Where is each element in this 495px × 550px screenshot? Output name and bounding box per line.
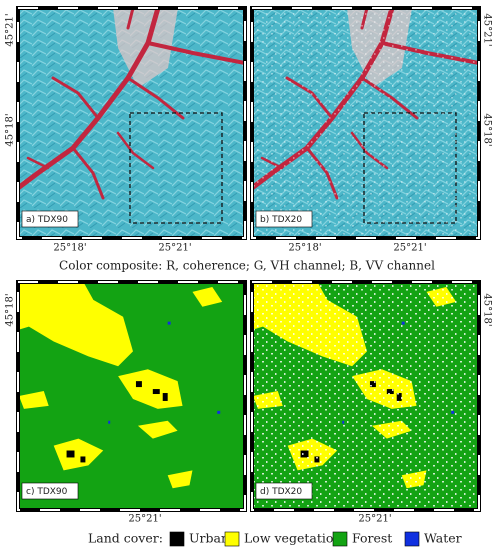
lon-label: 25°21': [128, 514, 161, 525]
caption: Color composite: R, coherence; G, VH cha…: [59, 259, 435, 273]
lon-label: 25°21': [393, 243, 426, 254]
lat-label: 45°18': [5, 293, 16, 326]
panel-label: b) TDX20: [260, 215, 302, 225]
lat-label: 45°21': [5, 13, 16, 46]
lat-label: 45°21': [482, 13, 493, 46]
lon-label: 25°21': [158, 243, 191, 254]
panel-label: c) TDX90: [26, 487, 68, 497]
legend-swatch: [169, 531, 185, 547]
panel-b: b) TDX20: [250, 6, 481, 240]
lon-label: 25°21': [358, 514, 391, 525]
lat-label: 45°18': [482, 113, 493, 146]
panel-a: a) TDX90: [16, 6, 247, 240]
legend-title: Land cover:: [88, 531, 163, 546]
lat-label: 45°18': [5, 113, 16, 146]
legend-swatch: [224, 531, 240, 547]
panel-c: c) TDX90: [16, 280, 247, 512]
legend-label: Water: [424, 531, 462, 546]
panel-label: d) TDX20: [260, 487, 302, 497]
lon-label: 25°18': [288, 243, 321, 254]
legend: Land cover: Urban Low vegetation Forest Wat…: [88, 531, 462, 547]
panel-label: a) TDX90: [26, 215, 68, 225]
lon-label: 25°18': [53, 243, 86, 254]
legend-label: Urban: [189, 531, 229, 546]
legend-swatch: [332, 531, 348, 547]
legend-label: Low vegetation: [244, 531, 341, 546]
panel-d: d) TDX20: [250, 280, 481, 512]
legend-label: Forest: [352, 531, 392, 546]
lat-label: 45°18': [482, 293, 493, 326]
legend-swatch: [404, 531, 420, 547]
